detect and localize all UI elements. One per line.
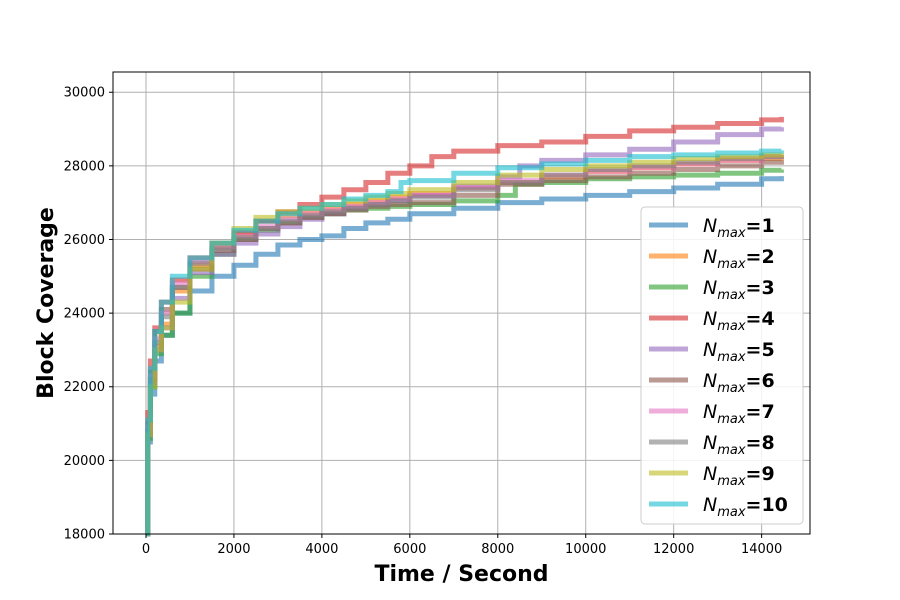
legend-subscript: max — [717, 319, 746, 334]
x-axis-label: Time / Second — [374, 562, 548, 587]
y-tick-label: 26000 — [64, 233, 105, 248]
legend: Nmax=1Nmax=2Nmax=3Nmax=4Nmax=5Nmax=6Nmax… — [640, 206, 804, 525]
x-tick-label: 0 — [142, 542, 150, 557]
legend-item: Nmax=10 — [649, 494, 788, 520]
legend-subscript: max — [717, 412, 746, 427]
x-tick-label: 4000 — [305, 542, 338, 557]
legend-value: =6 — [746, 370, 775, 392]
legend-label: Nmax=8 — [703, 432, 775, 458]
x-tick-label: 8000 — [481, 542, 514, 557]
y-axis-ticks: 18000 20000 22000 24000 26000 28000 30000 — [64, 86, 113, 543]
legend-subscript: max — [717, 226, 746, 241]
legend-value: =4 — [746, 308, 775, 330]
y-tick-label: 24000 — [64, 307, 105, 322]
legend-label: Nmax=2 — [703, 246, 775, 272]
legend-symbol: N — [703, 432, 717, 454]
y-tick-label: 22000 — [64, 380, 105, 395]
legend-symbol: N — [703, 308, 717, 330]
legend-item: Nmax=7 — [649, 401, 775, 427]
legend-value: =10 — [746, 494, 788, 516]
legend-symbol: N — [703, 277, 717, 299]
legend-subscript: max — [717, 350, 746, 365]
legend-item: Nmax=4 — [649, 308, 775, 334]
legend-label: Nmax=1 — [703, 215, 775, 241]
legend-symbol: N — [703, 215, 717, 237]
legend-symbol: N — [703, 401, 717, 423]
legend-label: Nmax=7 — [703, 401, 775, 427]
legend-item: Nmax=1 — [649, 215, 775, 241]
y-tick-label: 30000 — [64, 86, 105, 101]
series-lines — [145, 116, 784, 537]
y-tick-label: 18000 — [64, 528, 105, 543]
legend-subscript: max — [717, 443, 746, 458]
legend-value: =9 — [746, 463, 775, 485]
legend-label: Nmax=9 — [703, 463, 775, 489]
legend-label: Nmax=10 — [703, 494, 788, 520]
y-tick-label: 20000 — [64, 454, 105, 469]
legend-label: Nmax=4 — [703, 308, 775, 334]
legend-subscript: max — [717, 257, 746, 272]
legend-symbol: N — [703, 339, 717, 361]
legend-symbol: N — [703, 494, 717, 516]
legend-value: =3 — [746, 277, 775, 299]
legend-value: =1 — [746, 215, 775, 237]
legend-item: Nmax=9 — [649, 463, 775, 489]
y-tick-label: 28000 — [64, 159, 105, 174]
legend-item: Nmax=5 — [649, 339, 775, 365]
x-tick-label: 12000 — [653, 542, 694, 557]
legend-value: =7 — [746, 401, 775, 423]
plot-frame — [112, 71, 811, 535]
legend-item: Nmax=8 — [649, 432, 775, 458]
legend-symbol: N — [703, 246, 717, 268]
legend-label: Nmax=5 — [703, 339, 775, 365]
legend-item: Nmax=6 — [649, 370, 775, 396]
x-tick-label: 6000 — [393, 542, 426, 557]
legend-value: =2 — [746, 246, 775, 268]
legend-value: =5 — [746, 339, 775, 361]
legend-label: Nmax=3 — [703, 277, 775, 303]
x-tick-label: 10000 — [565, 542, 606, 557]
x-tick-label: 2000 — [217, 542, 250, 557]
legend-label: Nmax=6 — [703, 370, 775, 396]
y-axis-label: Block Coverage — [34, 207, 59, 399]
legend-subscript: max — [717, 288, 746, 303]
x-tick-label: 14000 — [741, 542, 782, 557]
legend-subscript: max — [717, 381, 746, 396]
legend-value: =8 — [746, 432, 775, 454]
legend-item: Nmax=2 — [649, 246, 775, 272]
series-line-10 — [145, 148, 784, 537]
legend-item: Nmax=3 — [649, 277, 775, 303]
legend-symbol: N — [703, 370, 717, 392]
legend-symbol: N — [703, 463, 717, 485]
legend-subscript: max — [717, 474, 746, 489]
x-axis-ticks: 0 2000 4000 6000 8000 10000 12000 14000 — [142, 534, 782, 557]
legend-subscript: max — [717, 505, 746, 520]
